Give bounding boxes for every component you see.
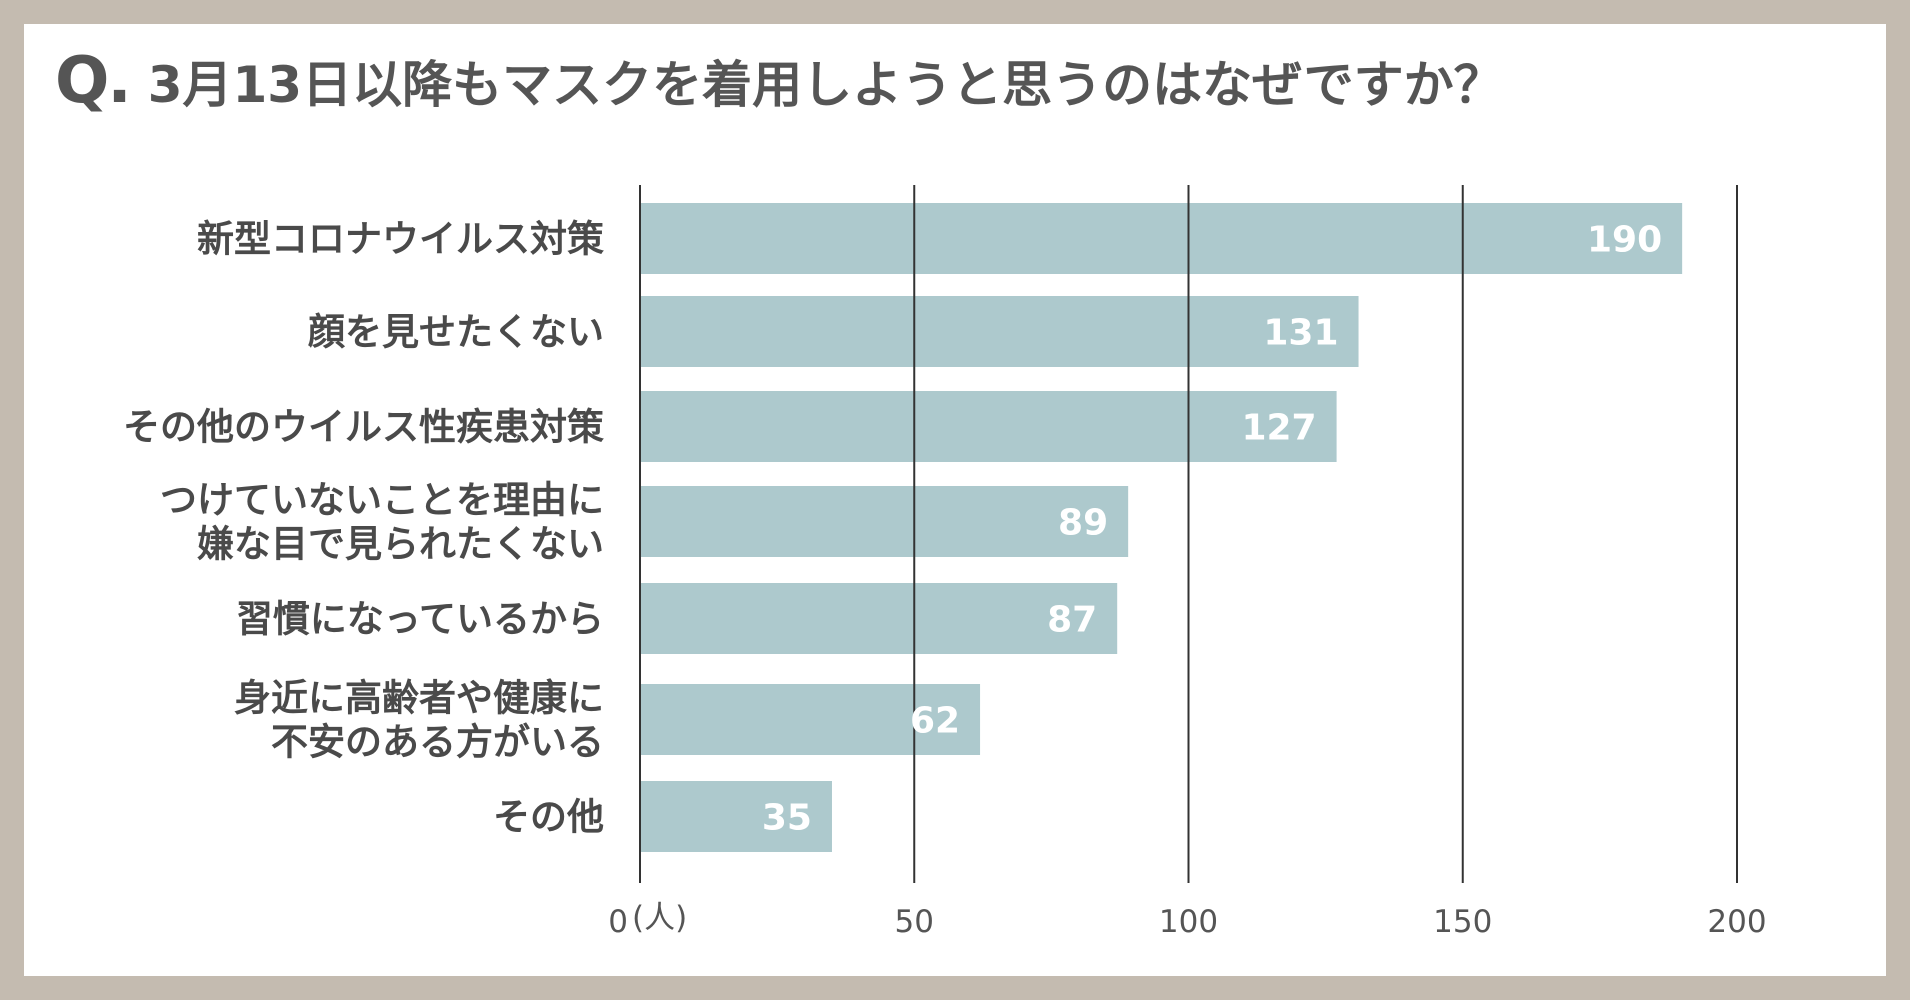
question-prefix: Q. [55,44,132,118]
category-label-3-1: 嫌な目で見られたくない [197,523,604,566]
tick-label-0: 0 [608,904,628,940]
value-label-2: 127 [1241,408,1316,449]
category-label-1: 顔を見せたくない [308,311,604,354]
category-label-5-0: 身近に高齢者や健康に [234,677,604,720]
question-text: 3月13日以降もマスクを着用しようと思うのはなぜですか？ [147,56,1504,114]
bar-3 [640,486,1129,557]
category-label-3-0: つけていないことを理由に [160,479,604,522]
tick-label-100: 100 [1159,904,1218,940]
category-label-6: その他 [493,796,604,839]
bar-1 [640,296,1359,367]
category-label-4: 習慣になっているから [236,598,604,641]
value-label-1: 131 [1263,313,1338,354]
bar-4 [640,583,1118,654]
category-label-5-1: 不安のある方がいる [271,721,604,764]
value-label-3: 89 [1058,503,1108,544]
tick-label-50: 50 [895,904,934,940]
value-label-6: 35 [762,798,812,839]
bar-5 [640,684,981,755]
category-label-0: 新型コロナウイルス対策 [197,218,604,261]
value-label-4: 87 [1047,600,1097,641]
value-label-5: 62 [910,701,960,742]
tick-label-150: 150 [1433,904,1492,940]
category-label-2: その他のウイルス性疾患対策 [123,406,604,449]
chart-title: Q. 3月13日以降もマスクを着用しようと思うのはなぜですか？ [55,44,1504,118]
bar-2 [640,391,1337,462]
unit-label: (人) [632,900,687,936]
value-label-0: 190 [1587,220,1662,261]
tick-label-200: 200 [1707,904,1766,940]
bar-0 [640,203,1683,274]
bar-6 [640,781,832,852]
